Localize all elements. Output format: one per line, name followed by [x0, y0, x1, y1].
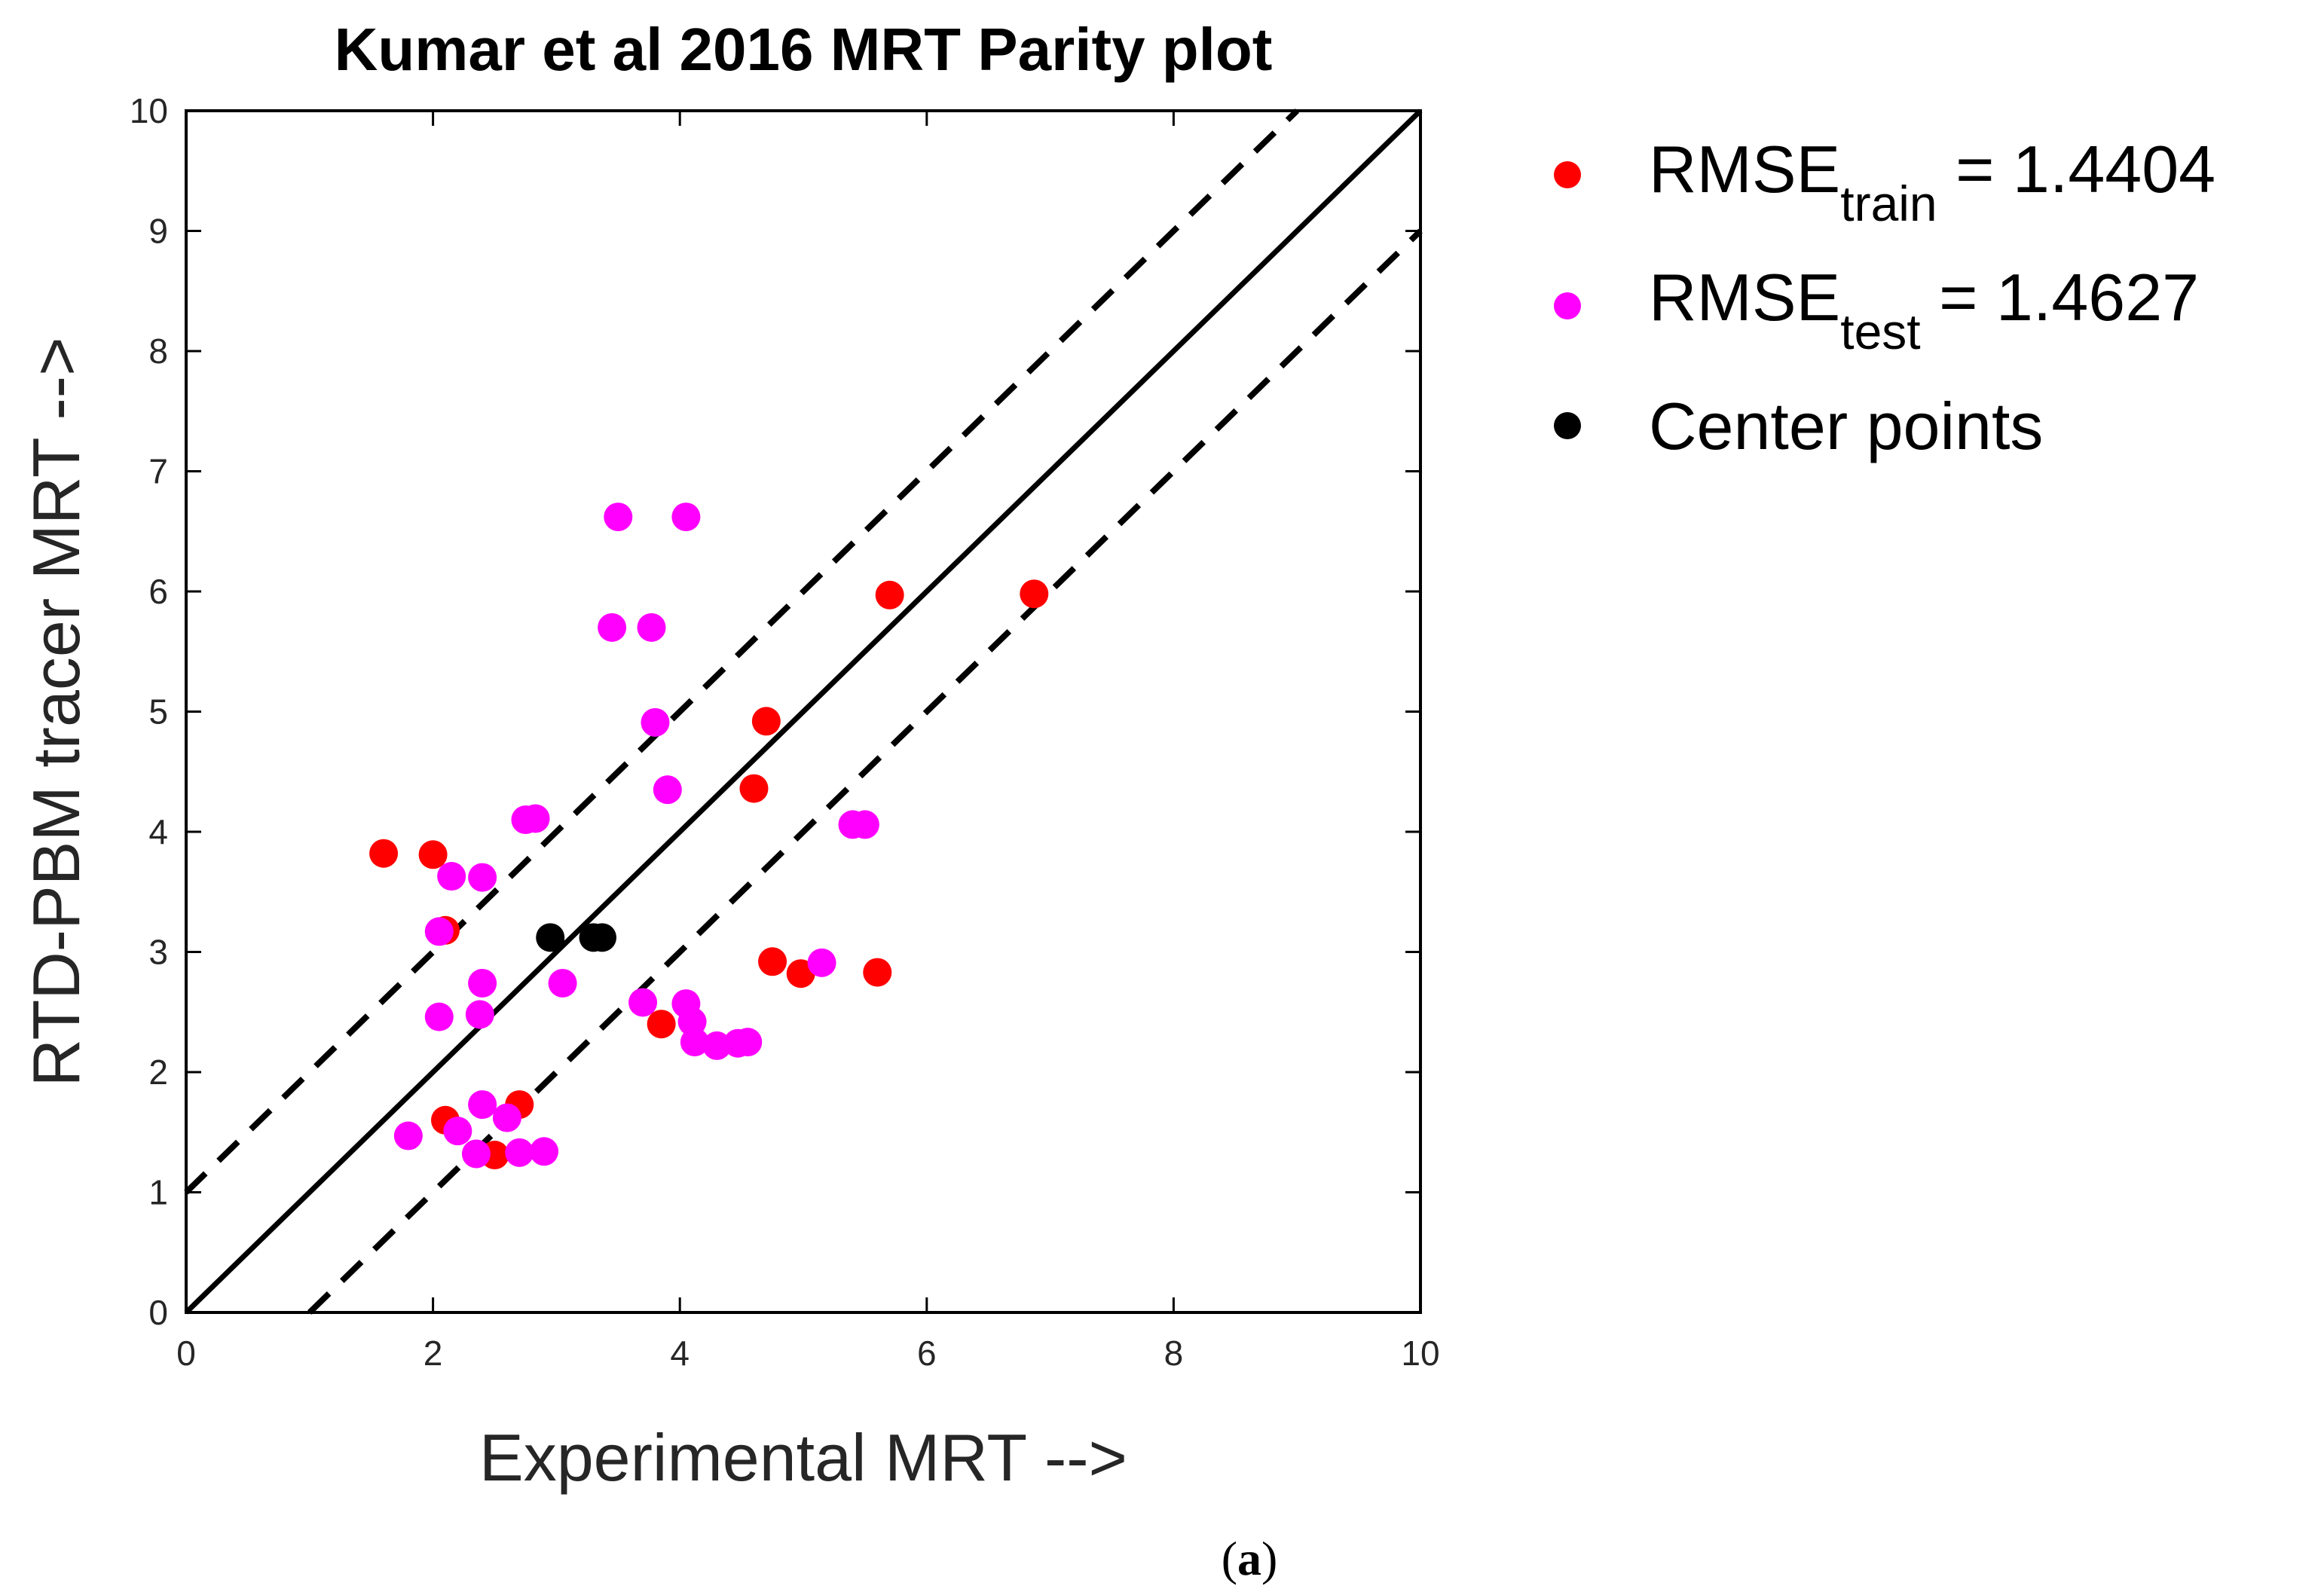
test-point — [733, 1028, 763, 1057]
y-tick-label: 5 — [148, 692, 168, 732]
legend-label-center: Center points — [1649, 389, 2043, 463]
test-point — [850, 810, 879, 839]
lower-bound-line — [307, 228, 1423, 1315]
test-point — [492, 1103, 521, 1132]
test-point — [702, 1031, 732, 1060]
test-point — [807, 948, 836, 977]
test-point — [505, 1138, 534, 1167]
train-point — [751, 707, 781, 736]
test-point — [461, 1139, 491, 1169]
legend: RMSEtrain = 1.4404 RMSEtest = 1.4627 Cen… — [1554, 132, 2215, 463]
y-tick-label: 2 — [148, 1053, 168, 1092]
test-point — [680, 1028, 709, 1057]
test-point — [468, 863, 497, 892]
train-point — [418, 840, 448, 869]
x-axis-label: Experimental MRT --> — [479, 1420, 1127, 1495]
train-point — [758, 947, 787, 976]
y-tick-label: 9 — [148, 212, 168, 251]
legend-label-train: RMSEtrain = 1.4404 — [1649, 132, 2215, 231]
reference-lines — [184, 108, 1423, 1315]
upper-bound-line — [184, 108, 1299, 1195]
x-tick-label: 4 — [670, 1334, 690, 1373]
y-tick-label: 1 — [148, 1173, 168, 1212]
y-tick-label: 10 — [130, 91, 168, 130]
train-point — [369, 839, 399, 868]
x-tick-label: 6 — [917, 1334, 937, 1373]
train-point — [647, 1010, 676, 1039]
test-point — [671, 503, 701, 532]
test-point — [424, 917, 454, 946]
test-point — [424, 1002, 454, 1031]
test-point — [641, 707, 670, 737]
y-tick-label: 6 — [148, 572, 168, 611]
test-point — [628, 988, 658, 1017]
test-point — [548, 968, 577, 998]
parity-line — [184, 108, 1423, 1315]
center-point — [588, 923, 617, 952]
test-point — [437, 862, 466, 891]
test-point — [468, 968, 497, 998]
train-point — [1020, 579, 1049, 609]
plot-area: 0 2 4 6 8 10 0 1 2 3 4 5 6 7 8 9 10 — [130, 91, 1440, 1373]
y-axis-label: RTD-PBM tracer MRT --> — [19, 338, 93, 1087]
data-points — [369, 503, 1049, 1170]
legend-label-test: RMSEtest = 1.4627 — [1649, 260, 2199, 359]
y-tick-label: 8 — [148, 332, 168, 371]
y-tick-label: 0 — [148, 1293, 168, 1332]
legend-marker-test — [1554, 292, 1581, 319]
test-point — [465, 1000, 494, 1029]
figure-caption: (a) — [1222, 1532, 1278, 1585]
train-point — [739, 774, 769, 803]
test-point — [530, 1137, 559, 1166]
x-tick-label: 2 — [424, 1334, 443, 1373]
legend-marker-center — [1554, 412, 1581, 439]
test-point — [637, 613, 666, 642]
test-point — [653, 775, 682, 805]
center-point — [536, 923, 565, 952]
legend-marker-train — [1554, 161, 1581, 188]
train-point — [863, 958, 892, 987]
y-tick-label: 4 — [148, 812, 168, 851]
test-point — [598, 613, 627, 642]
chart-title: Kumar et al 2016 MRT Parity plot — [335, 16, 1273, 83]
train-point — [875, 580, 904, 610]
test-point — [521, 804, 550, 833]
axis-ticks: 0 2 4 6 8 10 0 1 2 3 4 5 6 7 8 9 10 — [130, 91, 1440, 1373]
test-point — [604, 503, 633, 532]
x-tick-label: 0 — [176, 1334, 196, 1373]
y-tick-label: 3 — [148, 933, 168, 972]
x-tick-label: 8 — [1164, 1334, 1184, 1373]
test-point — [468, 1090, 497, 1120]
x-tick-label: 10 — [1401, 1334, 1439, 1373]
test-point — [393, 1121, 423, 1150]
y-tick-label: 7 — [148, 452, 168, 491]
test-point — [443, 1117, 472, 1146]
